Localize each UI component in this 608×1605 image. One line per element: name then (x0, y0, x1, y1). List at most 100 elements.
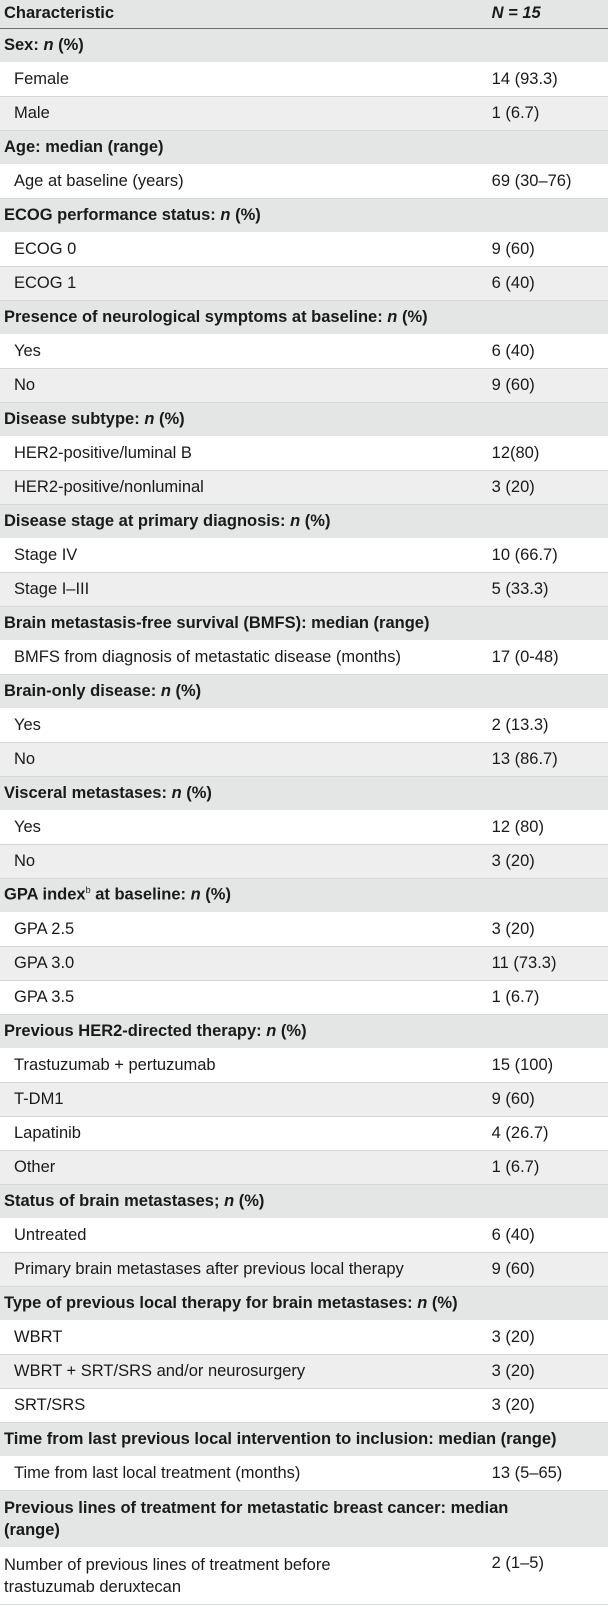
table-row: Age at baseline (years) 69 (30–76) (0, 164, 608, 199)
table-row: HER2-positive/luminal B 12(80) (0, 436, 608, 471)
row-label: Female (0, 62, 488, 97)
row-value: 12(80) (487, 436, 608, 471)
table-row: BMFS from diagnosis of metastatic diseas… (0, 640, 608, 675)
section-header: Previous HER2-directed therapy: n (%) (0, 1014, 608, 1049)
section-title: Presence of neurological symptoms at bas… (0, 300, 608, 335)
row-label: GPA 2.5 (0, 912, 488, 947)
row-value: 15 (100) (487, 1048, 608, 1083)
section-title: Disease stage at primary diagnosis: n (%… (0, 504, 608, 539)
table-row: No 9 (60) (0, 368, 608, 403)
row-value: 11 (73.3) (487, 946, 608, 981)
table-row: Other 1 (6.7) (0, 1150, 608, 1185)
section-header: Time from last previous local interventi… (0, 1422, 608, 1457)
row-value: 14 (93.3) (487, 62, 608, 97)
section-title: Disease subtype: n (%) (0, 402, 608, 437)
section-header: Disease stage at primary diagnosis: n (%… (0, 504, 608, 539)
row-value: 3 (20) (487, 470, 608, 505)
table-row: No 13 (86.7) (0, 742, 608, 777)
row-label: Lapatinib (0, 1116, 488, 1151)
section-title: Previous lines of treatment for metastat… (0, 1490, 608, 1548)
row-label: No (0, 368, 488, 403)
header-characteristic: Characteristic (4, 4, 115, 23)
row-value: 1 (6.7) (487, 1150, 608, 1185)
row-label: Yes (0, 708, 488, 743)
table-row: Yes 12 (80) (0, 810, 608, 845)
row-label: Untreated (0, 1218, 488, 1253)
row-value: 6 (40) (487, 266, 608, 301)
table-row: Lapatinib 4 (26.7) (0, 1116, 608, 1151)
section-title: Previous HER2-directed therapy: n (%) (0, 1014, 608, 1049)
row-label: WBRT + SRT/SRS and/or neurosurgery (0, 1354, 488, 1389)
table-row: Primary brain metastases after previous … (0, 1252, 608, 1287)
section-title: Sex: n (%) (0, 28, 608, 63)
section-header: Age: median (range) (0, 130, 608, 165)
table-row: GPA 3.0 11 (73.3) (0, 946, 608, 981)
section-header: Brain metastasis-free survival (BMFS): m… (0, 606, 608, 641)
table-header-row: Characteristic N = 15 (0, 0, 608, 28)
section-header: Brain-only disease: n (%) (0, 674, 608, 709)
table-row: Untreated 6 (40) (0, 1218, 608, 1253)
section-header: Status of brain metastases; n (%) (0, 1184, 608, 1219)
row-label: HER2-positive/luminal B (0, 436, 488, 471)
table-row: T-DM1 9 (60) (0, 1082, 608, 1117)
table-row: Stage IV 10 (66.7) (0, 538, 608, 573)
section-title: Type of previous local therapy for brain… (0, 1286, 608, 1321)
row-label: BMFS from diagnosis of metastatic diseas… (0, 640, 488, 675)
section-header: Sex: n (%) (0, 28, 608, 63)
table-row: WBRT 3 (20) (0, 1320, 608, 1355)
row-value: 13 (86.7) (487, 742, 608, 777)
row-value: 6 (40) (487, 1218, 608, 1253)
row-value: 3 (20) (487, 844, 608, 879)
table-row: Yes 6 (40) (0, 334, 608, 369)
header-n: N = 15 (491, 4, 541, 23)
table-row: GPA 3.5 1 (6.7) (0, 980, 608, 1015)
row-value: 3 (20) (487, 1354, 608, 1389)
row-label: SRT/SRS (0, 1388, 488, 1423)
row-value: 2 (13.3) (487, 708, 608, 743)
section-title: GPA indexb at baseline: n (%) (0, 878, 608, 913)
section-header: Presence of neurological symptoms at bas… (0, 300, 608, 335)
row-label: No (0, 844, 488, 879)
table-row: WBRT + SRT/SRS and/or neurosurgery 3 (20) (0, 1354, 608, 1389)
row-value: 9 (60) (487, 1082, 608, 1117)
row-label: Number of previous lines of treatment be… (0, 1547, 488, 1605)
row-label: No (0, 742, 488, 777)
row-label: WBRT (0, 1320, 488, 1355)
row-value: 69 (30–76) (487, 164, 608, 199)
table-row: GPA 2.5 3 (20) (0, 912, 608, 947)
section-title: Visceral metastases: n (%) (0, 776, 608, 811)
row-label: Other (0, 1150, 488, 1185)
table-body: Sex: n (%) Female 14 (93.3) Male 1 (6.7) Age:… (0, 28, 608, 1605)
row-value: 17 (0-48) (487, 640, 608, 675)
row-value: 9 (60) (487, 1252, 608, 1287)
table-row: Trastuzumab + pertuzumab 15 (100) (0, 1048, 608, 1083)
row-value: 13 (5–65) (487, 1456, 608, 1491)
table-row: Stage I–III 5 (33.3) (0, 572, 608, 607)
row-value: 3 (20) (487, 912, 608, 947)
row-label: Time from last local treatment (months) (0, 1456, 488, 1491)
row-value: 9 (60) (487, 232, 608, 267)
table-row: SRT/SRS 3 (20) (0, 1388, 608, 1423)
section-header: ECOG performance status: n (%) (0, 198, 608, 233)
row-value: 1 (6.7) (487, 980, 608, 1015)
row-label: Yes (0, 334, 488, 369)
row-value: 1 (6.7) (487, 96, 608, 131)
section-title: ECOG performance status: n (%) (0, 198, 608, 233)
row-label: Trastuzumab + pertuzumab (0, 1048, 488, 1083)
row-value: 2 (1–5) (487, 1547, 608, 1605)
row-label: Primary brain metastases after previous … (0, 1252, 488, 1287)
row-value: 4 (26.7) (487, 1116, 608, 1151)
section-title: Brain-only disease: n (%) (0, 674, 608, 709)
row-label: Stage I–III (0, 572, 488, 607)
row-label: HER2-positive/nonluminal (0, 470, 488, 505)
section-title: Brain metastasis-free survival (BMFS): m… (0, 606, 608, 641)
table-row: Time from last local treatment (months) 1… (0, 1456, 608, 1491)
table-row: Yes 2 (13.3) (0, 708, 608, 743)
row-value: 5 (33.3) (487, 572, 608, 607)
row-label: GPA 3.0 (0, 946, 488, 981)
row-value: 12 (80) (487, 810, 608, 845)
table-row: Male 1 (6.7) (0, 96, 608, 131)
